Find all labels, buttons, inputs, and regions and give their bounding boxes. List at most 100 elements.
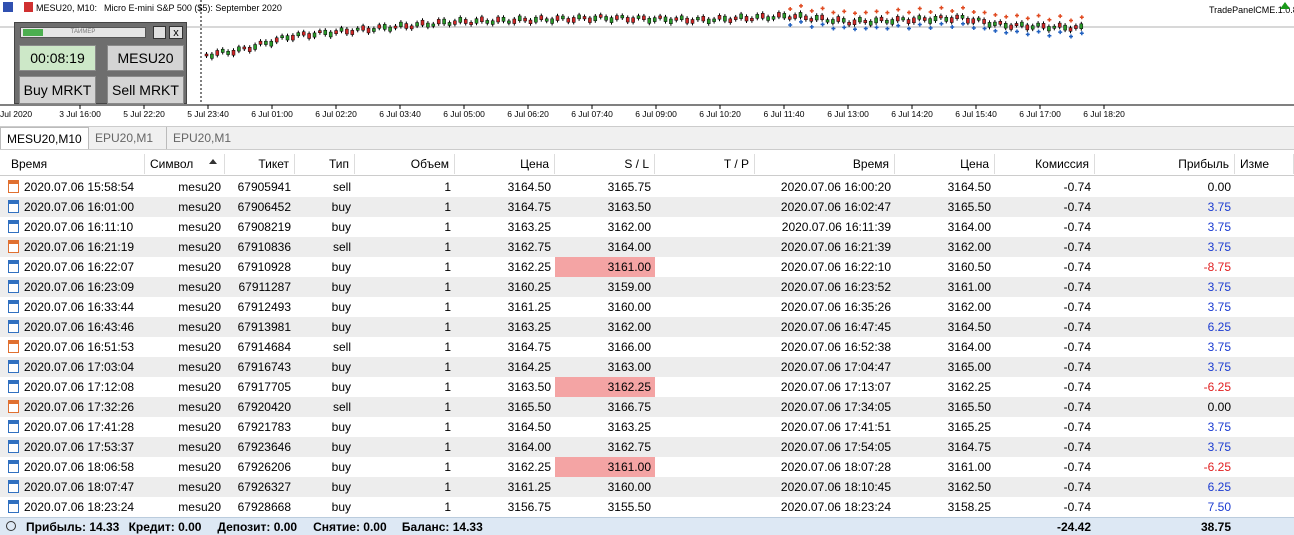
table-cell: buy (331, 200, 351, 214)
candle-body (561, 15, 565, 20)
candle-body (625, 17, 630, 23)
candle-body (895, 16, 900, 22)
buy-marker (971, 26, 976, 31)
time-label: 3 Jul 16:00 (59, 109, 101, 119)
column-header[interactable]: T / P (655, 154, 755, 174)
table-cell: 3164.25 (507, 360, 551, 374)
column-header[interactable]: Тикет (225, 154, 295, 174)
candle-body (836, 16, 841, 22)
table-cell: sell (332, 400, 351, 414)
candle-body (885, 19, 889, 24)
table-row[interactable] (0, 477, 1294, 497)
table-row[interactable] (0, 197, 1294, 217)
table-row[interactable] (0, 437, 1294, 457)
table-cell: 1 (444, 280, 451, 294)
table-row[interactable] (0, 317, 1294, 337)
time-label: 6 Jul 03:40 (379, 109, 421, 119)
table-cell: 3166.00 (607, 340, 651, 354)
table-cell: 3165.50 (947, 400, 991, 414)
candle-body (571, 17, 576, 23)
order-icon (8, 260, 19, 273)
column-header[interactable]: Прибыль (1095, 154, 1235, 174)
table-cell: 67926327 (237, 480, 291, 494)
minimize-button[interactable] (153, 26, 166, 39)
table-row[interactable] (0, 237, 1294, 257)
table-row[interactable] (0, 277, 1294, 297)
column-header[interactable]: Символ (145, 154, 225, 174)
tab[interactable]: EPU20,M1 (88, 127, 159, 149)
symbol-icon (3, 2, 13, 12)
buy-marker (993, 28, 998, 33)
table-row[interactable] (0, 297, 1294, 317)
column-header[interactable]: Объем (355, 154, 455, 174)
candle-body (507, 20, 511, 24)
table-cell: 2020.07.06 16:33:44 (24, 300, 135, 314)
column-header[interactable]: Тип (295, 154, 355, 174)
table-row[interactable] (0, 337, 1294, 357)
candle-body (555, 15, 560, 21)
table-cell: 3166.75 (607, 400, 651, 414)
candle-body (382, 24, 387, 30)
table-cell: 3162.00 (947, 300, 991, 314)
close-button[interactable]: x (169, 26, 183, 39)
column-header[interactable]: Цена (895, 154, 995, 174)
table-cell: 3162.25 (507, 460, 551, 474)
table-row[interactable] (0, 397, 1294, 417)
order-icon (8, 500, 19, 513)
candle-body (847, 21, 851, 26)
table-row[interactable] (0, 357, 1294, 377)
symbol-button[interactable]: MESU20 (107, 45, 184, 71)
table-cell: 6.25 (1207, 480, 1231, 494)
candle-body (831, 19, 835, 24)
candle-body (944, 17, 949, 22)
column-header[interactable]: Время (755, 154, 895, 174)
sell-button[interactable]: Sell MRKT (107, 76, 184, 104)
buy-button[interactable]: Buy MRKT (19, 76, 96, 104)
tab[interactable]: EPU20,M1 (166, 127, 237, 149)
table-row[interactable] (0, 217, 1294, 237)
sell-marker (939, 5, 944, 10)
candle-body (237, 46, 241, 52)
column-header[interactable]: Комиссия (995, 154, 1095, 174)
column-header[interactable]: Изме (1235, 154, 1294, 174)
candle-body (210, 53, 214, 59)
table-row[interactable] (0, 417, 1294, 437)
candle-body (1014, 23, 1019, 26)
column-header[interactable]: S / L (555, 154, 655, 174)
candle-body (528, 19, 533, 24)
table-cell: 1 (444, 400, 451, 414)
timer-progress (23, 29, 43, 36)
candle-body (490, 20, 495, 25)
candle-body (928, 18, 932, 24)
candle-body (1025, 24, 1030, 31)
table-row[interactable] (0, 177, 1294, 197)
table-cell: 2020.07.06 17:54:05 (780, 440, 891, 454)
table-cell: 3.75 (1207, 240, 1231, 254)
time-label: 6 Jul 10:20 (699, 109, 741, 119)
order-icon (8, 460, 19, 473)
table-cell: 67906452 (237, 200, 291, 214)
table-cell: 3163.25 (607, 420, 651, 434)
table-cell: 2020.07.06 17:32:26 (24, 400, 135, 414)
candle-body (706, 18, 711, 24)
tab[interactable]: MESU20,M10 (0, 127, 89, 149)
table-cell: 3165.25 (947, 420, 991, 434)
column-header[interactable]: Время (5, 154, 145, 174)
table-cell: sell (332, 340, 351, 354)
expand-icon (6, 521, 16, 531)
candle-body (750, 17, 754, 22)
table-cell: 2020.07.06 16:22:10 (780, 260, 891, 274)
column-header[interactable]: Цена (455, 154, 555, 174)
buy-marker (842, 25, 847, 30)
candle-body (1047, 26, 1051, 32)
table-row[interactable] (0, 497, 1294, 517)
table-cell: 2020.07.06 18:07:47 (24, 480, 135, 494)
timer-bar: ТАЙМЕР (20, 27, 146, 38)
table-cell: mesu20 (178, 280, 221, 294)
sell-marker (993, 12, 998, 17)
chart-symbol: MESU20, M10: (36, 3, 97, 13)
table-cell: 3164.50 (507, 420, 551, 434)
candle-body (939, 15, 943, 19)
time-label: 6 Jul 06:20 (507, 109, 549, 119)
table-cell: 2020.07.06 16:11:39 (781, 220, 891, 234)
